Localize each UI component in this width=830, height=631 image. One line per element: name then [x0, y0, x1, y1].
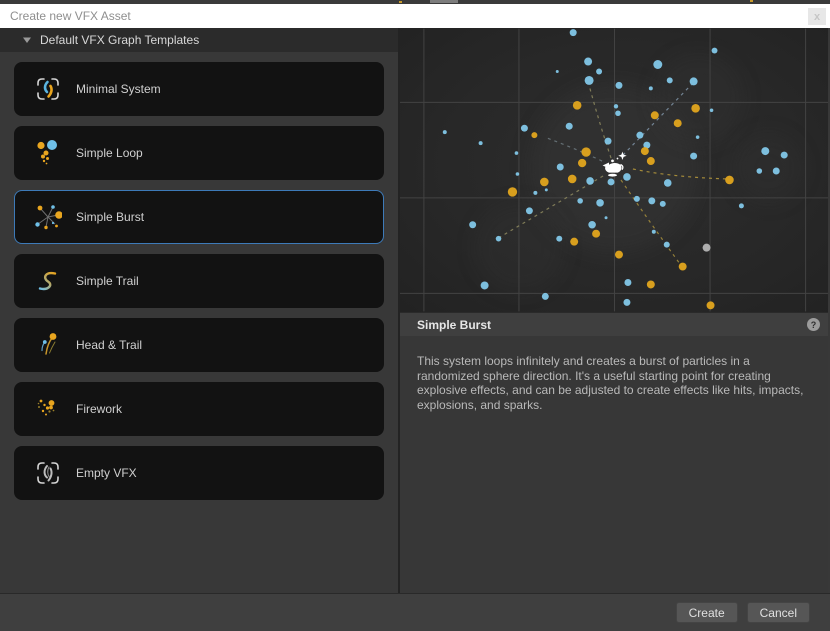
template-item-label: Head & Trail [76, 338, 143, 352]
background-accent-mark [750, 0, 753, 2]
template-description: This system loops infinitely and creates… [417, 354, 804, 412]
template-item-label: Simple Burst [76, 210, 145, 224]
background-accent-mark [399, 1, 402, 3]
simple-loop-icon [34, 139, 62, 167]
template-item-label: Firework [76, 402, 123, 416]
templates-section-label: Default VFX Graph Templates [40, 33, 200, 47]
head-trail-icon [34, 331, 62, 359]
templates-section-header[interactable]: Default VFX Graph Templates [0, 28, 398, 52]
template-item-firework[interactable]: Firework [14, 382, 384, 436]
simple-trail-icon [34, 267, 62, 295]
template-pane: Default VFX Graph Templates Minimal Syst… [0, 28, 400, 593]
create-button[interactable]: Create [675, 602, 738, 623]
template-item-minimal-system[interactable]: Minimal System [14, 62, 384, 116]
dialog-body: Default VFX Graph Templates Minimal Syst… [0, 28, 830, 593]
background-window-edge [0, 0, 830, 4]
minimal-system-icon [34, 75, 62, 103]
particle-preview-canvas [400, 28, 828, 312]
template-item-simple-burst[interactable]: Simple Burst [14, 190, 384, 244]
template-item-simple-loop[interactable]: Simple Loop [14, 126, 384, 180]
cancel-button[interactable]: Cancel [746, 602, 810, 623]
vfx-lamp-icon [602, 151, 627, 177]
simple-burst-icon [34, 203, 62, 231]
help-icon[interactable]: ? [807, 318, 820, 331]
template-item-label: Simple Loop [76, 146, 143, 160]
template-item-empty-vfx[interactable]: Empty VFX [14, 446, 384, 500]
template-list: Minimal System Simple Loop Simple Burst … [0, 52, 398, 593]
background-tab-fragment [430, 0, 458, 3]
info-header: Simple Burst ? [400, 312, 828, 336]
detail-pane: Simple Burst ? This system loops infinit… [400, 28, 828, 593]
dialog-titlebar: Create new VFX Asset x [0, 4, 830, 28]
template-item-label: Simple Trail [76, 274, 139, 288]
info-body: This system loops infinitely and creates… [400, 336, 828, 593]
template-item-simple-trail[interactable]: Simple Trail [14, 254, 384, 308]
template-item-label: Minimal System [76, 82, 161, 96]
firework-icon [34, 395, 62, 423]
close-button[interactable]: x [808, 8, 826, 25]
empty-vfx-icon [34, 459, 62, 487]
template-item-head-trail[interactable]: Head & Trail [14, 318, 384, 372]
template-preview [400, 28, 828, 312]
template-item-label: Empty VFX [76, 466, 137, 480]
triangle-down-icon [23, 37, 31, 43]
selected-template-title: Simple Burst [417, 317, 492, 332]
dialog-title: Create new VFX Asset [10, 9, 131, 23]
dialog-footer: Create Cancel [0, 593, 830, 631]
